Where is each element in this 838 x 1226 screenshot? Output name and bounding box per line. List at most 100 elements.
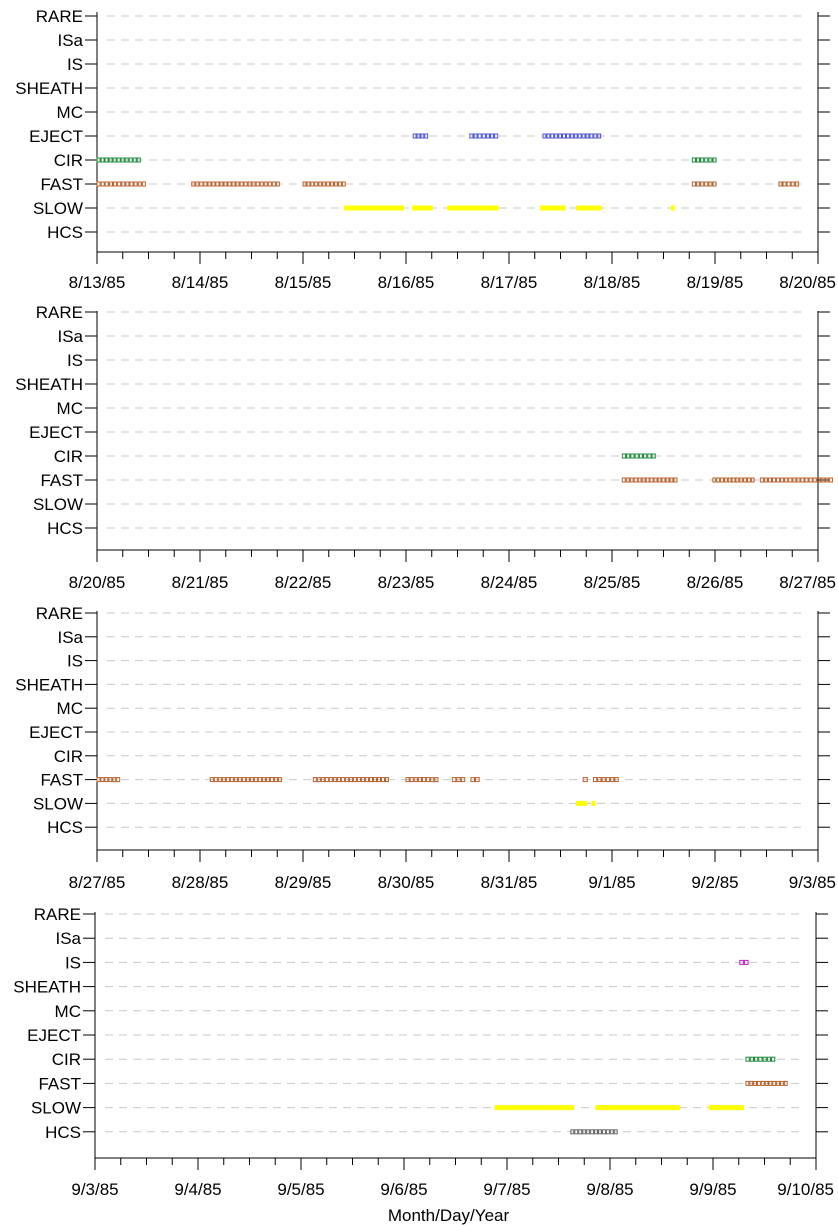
event-bar-slow <box>591 800 596 806</box>
event-bar-cir <box>621 453 656 459</box>
event-marker <box>344 777 349 783</box>
event-marker <box>790 181 795 187</box>
event-marker <box>217 777 222 783</box>
event-marker <box>247 181 252 187</box>
event-marker <box>405 777 410 783</box>
event-marker <box>96 777 101 783</box>
event-marker <box>108 181 113 187</box>
event-marker <box>275 181 280 187</box>
event-marker <box>708 181 713 187</box>
event-marker <box>745 1056 750 1062</box>
event-bar-fast <box>302 181 346 187</box>
event-marker <box>413 777 418 783</box>
category-label: SLOW <box>33 794 83 813</box>
event-marker <box>756 1080 761 1086</box>
event-marker <box>409 777 414 783</box>
category-label: RARE <box>36 303 83 322</box>
event-marker <box>828 477 833 483</box>
event-marker <box>582 777 588 783</box>
event-marker <box>753 1056 759 1062</box>
event-marker <box>796 477 801 483</box>
event-marker <box>456 777 461 783</box>
event-marker <box>613 1129 618 1135</box>
category-label: SLOW <box>33 495 83 514</box>
event-marker <box>746 477 751 483</box>
event-marker <box>231 181 236 187</box>
event-marker <box>792 477 797 483</box>
event-marker <box>625 477 630 483</box>
event-marker <box>565 133 570 139</box>
event-bar-fast <box>96 777 121 783</box>
x-tick-label: 8/24/85 <box>481 573 538 592</box>
event-marker <box>573 133 578 139</box>
event-marker <box>96 157 101 163</box>
event-bar-slow <box>708 1105 744 1111</box>
event-marker <box>229 777 234 783</box>
event-marker <box>585 133 590 139</box>
event-marker <box>582 1129 587 1135</box>
event-marker <box>589 133 594 139</box>
event-marker <box>760 1080 765 1086</box>
x-tick-label: 8/17/85 <box>481 273 538 292</box>
event-marker <box>133 181 138 187</box>
event-marker <box>695 181 701 187</box>
event-marker <box>267 181 272 187</box>
event-bar-fast <box>759 477 833 483</box>
x-tick-label: 8/13/85 <box>69 273 126 292</box>
event-marker <box>416 133 421 139</box>
event-bar-is <box>739 959 749 965</box>
event-marker <box>554 133 559 139</box>
event-marker <box>700 157 705 163</box>
event-marker <box>100 157 105 163</box>
event-marker <box>125 181 130 187</box>
category-label: IS <box>65 953 81 972</box>
event-marker <box>380 777 386 783</box>
event-marker <box>485 133 490 139</box>
event-marker <box>691 157 696 163</box>
event-marker <box>420 133 425 139</box>
event-marker <box>141 181 146 187</box>
event-marker <box>372 777 377 783</box>
event-marker <box>780 1080 784 1086</box>
event-marker <box>812 477 817 483</box>
event-marker <box>424 133 429 139</box>
event-marker <box>117 181 122 187</box>
event-marker <box>341 181 346 187</box>
event-marker <box>96 181 101 187</box>
event-marker <box>108 777 113 783</box>
event-marker <box>469 133 474 139</box>
event-marker <box>199 181 204 187</box>
event-bar-eject <box>469 133 499 139</box>
category-label: SHEATH <box>15 375 83 394</box>
event-marker <box>356 777 361 783</box>
event-marker <box>586 1129 591 1135</box>
x-tick-label: 9/6/85 <box>380 1180 427 1199</box>
event-marker <box>820 477 825 483</box>
event-marker <box>784 477 789 483</box>
event-marker <box>661 477 666 483</box>
event-marker <box>653 477 658 483</box>
event-marker <box>241 777 246 783</box>
event-marker <box>328 777 333 783</box>
event-marker <box>255 181 260 187</box>
event-marker <box>594 1129 598 1135</box>
category-label: HCS <box>45 1123 81 1142</box>
event-marker <box>326 181 331 187</box>
event-marker <box>597 777 602 783</box>
event-marker <box>739 959 744 965</box>
category-label: MC <box>57 103 83 122</box>
category-label: MC <box>57 399 83 418</box>
event-marker <box>223 181 228 187</box>
event-marker <box>727 477 732 483</box>
event-marker <box>116 157 121 163</box>
event-marker <box>460 777 466 783</box>
event-marker <box>776 1080 781 1086</box>
event-marker <box>782 181 787 187</box>
event-marker <box>191 181 196 187</box>
category-label: FAST <box>40 175 83 194</box>
event-bar-fast <box>691 181 717 187</box>
x-tick-label: 9/3/85 <box>789 873 836 892</box>
event-marker <box>704 181 709 187</box>
event-marker <box>249 777 254 783</box>
